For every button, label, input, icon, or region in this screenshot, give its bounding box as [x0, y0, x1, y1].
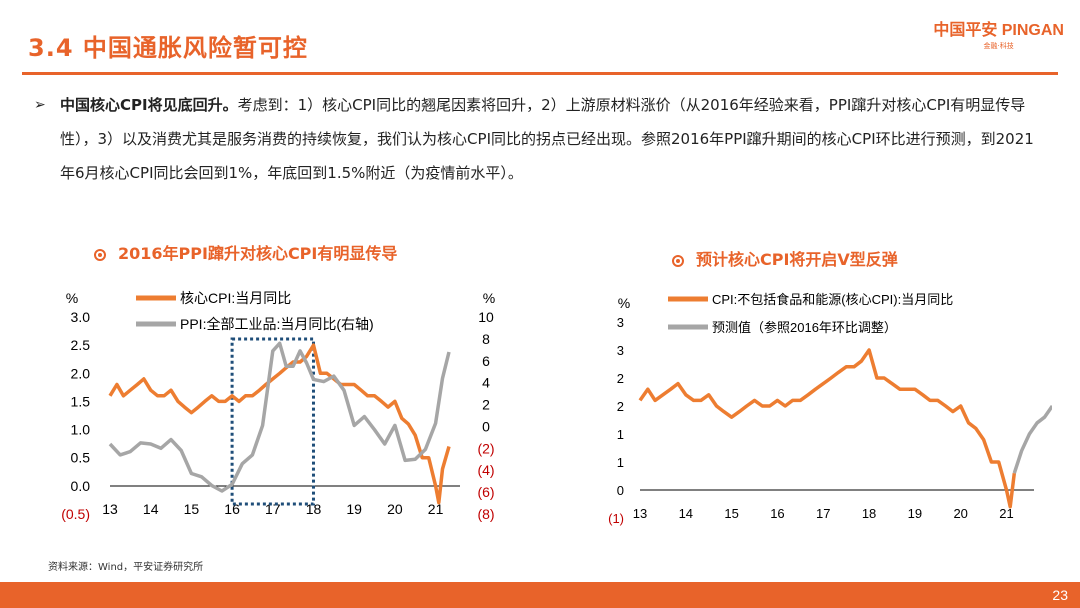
y-tick-label: 3.0	[71, 309, 91, 325]
left-chart: % %3.02.52.01.51.00.50.0(0.5)1086420(2)(4…	[61, 290, 495, 522]
y2-tick-label: 0	[482, 418, 490, 434]
y-tick-label: 3	[617, 343, 624, 358]
y2-axis-unit: %	[483, 290, 495, 306]
y-tick-label: 3	[617, 315, 624, 330]
legend-label-2: 预测值（参照2016年环比调整）	[712, 320, 897, 335]
x-tick-label: 17	[816, 506, 830, 521]
x-tick-label: 20	[953, 506, 967, 521]
x-tick-label: 15	[184, 501, 200, 517]
y2-tick-label: 4	[482, 375, 490, 391]
x-tick-label: 14	[679, 506, 693, 521]
x-tick-label: 16	[224, 501, 240, 517]
x-tick-label: 20	[387, 501, 403, 517]
y2-tick-label: (4)	[477, 462, 494, 478]
x-tick-label: 19	[346, 501, 362, 517]
x-tick-label: 13	[633, 506, 647, 521]
series-line-1	[638, 348, 1017, 509]
legend-label-1: CPI:不包括食品和能源(核心CPI):当月同比	[712, 292, 953, 307]
bullet-arrow-icon: ➢	[34, 97, 46, 113]
y-tick-label: 1	[617, 427, 624, 442]
x-tick-label: 13	[102, 501, 118, 517]
y2-tick-label: 8	[482, 331, 490, 347]
body-lead: 中国核心CPI将见底回升。	[60, 96, 238, 114]
right-chart-heading: 预计核心CPI将开启V型反弹	[672, 246, 898, 270]
body-paragraph: ➢ 中国核心CPI将见底回升。考虑到：1）核心CPI同比的翘尾因素将回升，2）上…	[34, 88, 1035, 190]
logo-text: 中国平安 PINGAN	[933, 22, 1064, 39]
x-tick-label: 14	[143, 501, 159, 517]
y-tick-label: 1.5	[71, 393, 91, 409]
logo-subtext: 金融·科技	[983, 42, 1014, 50]
x-tick-label: 18	[862, 506, 876, 521]
y-axis-unit: %	[618, 295, 630, 311]
y-tick-label: 0	[617, 483, 624, 498]
y-tick-label: (0.5)	[61, 506, 90, 522]
y-tick-label: 1.0	[71, 422, 91, 438]
left-chart-heading-text: 2016年PPI蹿升对核心CPI有明显传导	[118, 244, 398, 263]
legend-label-1: 核心CPI:当月同比	[180, 290, 291, 306]
title-divider	[22, 72, 1058, 75]
company-logo: 中国平安 PINGAN 金融·科技	[933, 16, 1064, 51]
series-line-2	[108, 341, 451, 493]
y2-tick-label: (8)	[477, 506, 494, 522]
legend-label-2: PPI:全部工业品:当月同比(右轴)	[180, 316, 374, 332]
y-tick-label: 1	[617, 455, 624, 470]
left-chart-heading: 2016年PPI蹿升对核心CPI有明显传导	[94, 240, 397, 264]
x-tick-label: 17	[265, 501, 281, 517]
y-tick-label: (1)	[608, 511, 624, 526]
y2-tick-label: (6)	[477, 484, 494, 500]
y-tick-label: 2	[617, 399, 624, 414]
body-text: 考虑到：1）核心CPI同比的翘尾因素将回升，2）上游原材料涨价（从2016年经验…	[60, 96, 1034, 182]
x-tick-label: 16	[770, 506, 784, 521]
x-tick-label: 21	[428, 501, 444, 517]
y-tick-label: 2.5	[71, 337, 91, 353]
y-axis-unit: %	[66, 290, 78, 306]
y2-tick-label: 6	[482, 353, 490, 369]
series-line-1	[108, 343, 451, 505]
footer-bar	[0, 582, 1080, 608]
page-number: 23	[1052, 587, 1068, 603]
y-tick-label: 0.5	[71, 450, 91, 466]
right-chart-heading-text: 预计核心CPI将开启V型反弹	[696, 250, 898, 269]
y-tick-label: 0.0	[71, 478, 91, 494]
source-note: 资料来源：Wind，平安证券研究所	[48, 562, 204, 573]
series-line-2	[1012, 404, 1052, 474]
x-tick-label: 21	[999, 506, 1013, 521]
y-tick-label: 2.0	[71, 365, 91, 381]
y2-tick-label: 10	[478, 309, 494, 325]
highlight-box	[230, 337, 315, 506]
x-tick-label: 15	[724, 506, 738, 521]
y2-tick-label: (2)	[477, 440, 494, 456]
x-tick-label: 18	[306, 501, 322, 517]
target-bullet-icon	[94, 249, 106, 261]
x-tick-label: 19	[908, 506, 922, 521]
y2-tick-label: 2	[482, 397, 490, 413]
y-tick-label: 2	[617, 371, 624, 386]
target-bullet-icon	[672, 255, 684, 267]
page-title: 3.4 中国通胀风险暂可控	[28, 34, 308, 62]
